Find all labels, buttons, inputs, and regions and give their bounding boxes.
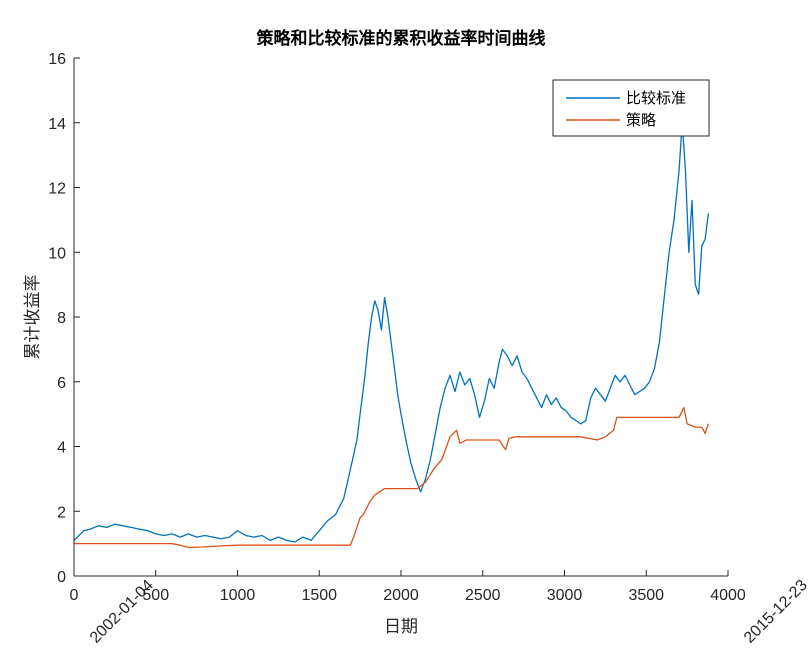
y-tick-label: 8 xyxy=(57,310,66,327)
legend-label-benchmark: 比较标准 xyxy=(626,89,686,107)
legend-box xyxy=(552,79,710,137)
legend: 比较标准 策略 xyxy=(552,79,710,137)
series-line-strategy xyxy=(74,406,710,549)
y-tick-label: 14 xyxy=(48,116,66,133)
y-tick-label: 16 xyxy=(48,51,66,68)
y-tick-label: 2 xyxy=(57,504,66,521)
x-tick-label: 1500 xyxy=(301,587,337,604)
x-tick-label: 2000 xyxy=(383,587,419,604)
x-tick-label: 1000 xyxy=(220,587,256,604)
x-axis-title: 日期 xyxy=(384,617,418,637)
y-tick-label: 12 xyxy=(48,181,66,198)
x-tick-label: 4000 xyxy=(710,587,746,604)
start-date-label: 2002-01-04 xyxy=(87,577,157,647)
y-tick-label: 6 xyxy=(57,375,66,392)
x-tick-label: 500 xyxy=(142,587,169,604)
legend-label-strategy: 策略 xyxy=(626,111,656,129)
x-tick-label: 3000 xyxy=(547,587,583,604)
x-tick-label: 3500 xyxy=(628,587,664,604)
y-tick-label: 4 xyxy=(57,440,66,457)
y-tick-label: 0 xyxy=(57,569,66,586)
series-layer xyxy=(73,122,710,549)
end-date-label: 2015-12-23 xyxy=(741,577,810,647)
chart-title: 策略和比较标准的累积收益率时间曲线 xyxy=(257,28,546,49)
series-line-benchmark xyxy=(73,122,710,543)
plot-area xyxy=(74,58,728,576)
x-tick-label: 2500 xyxy=(465,587,501,604)
y-axis-title: 累计收益率 xyxy=(23,275,43,360)
x-tick-label: 0 xyxy=(70,587,79,604)
y-tick-label: 10 xyxy=(48,245,66,262)
